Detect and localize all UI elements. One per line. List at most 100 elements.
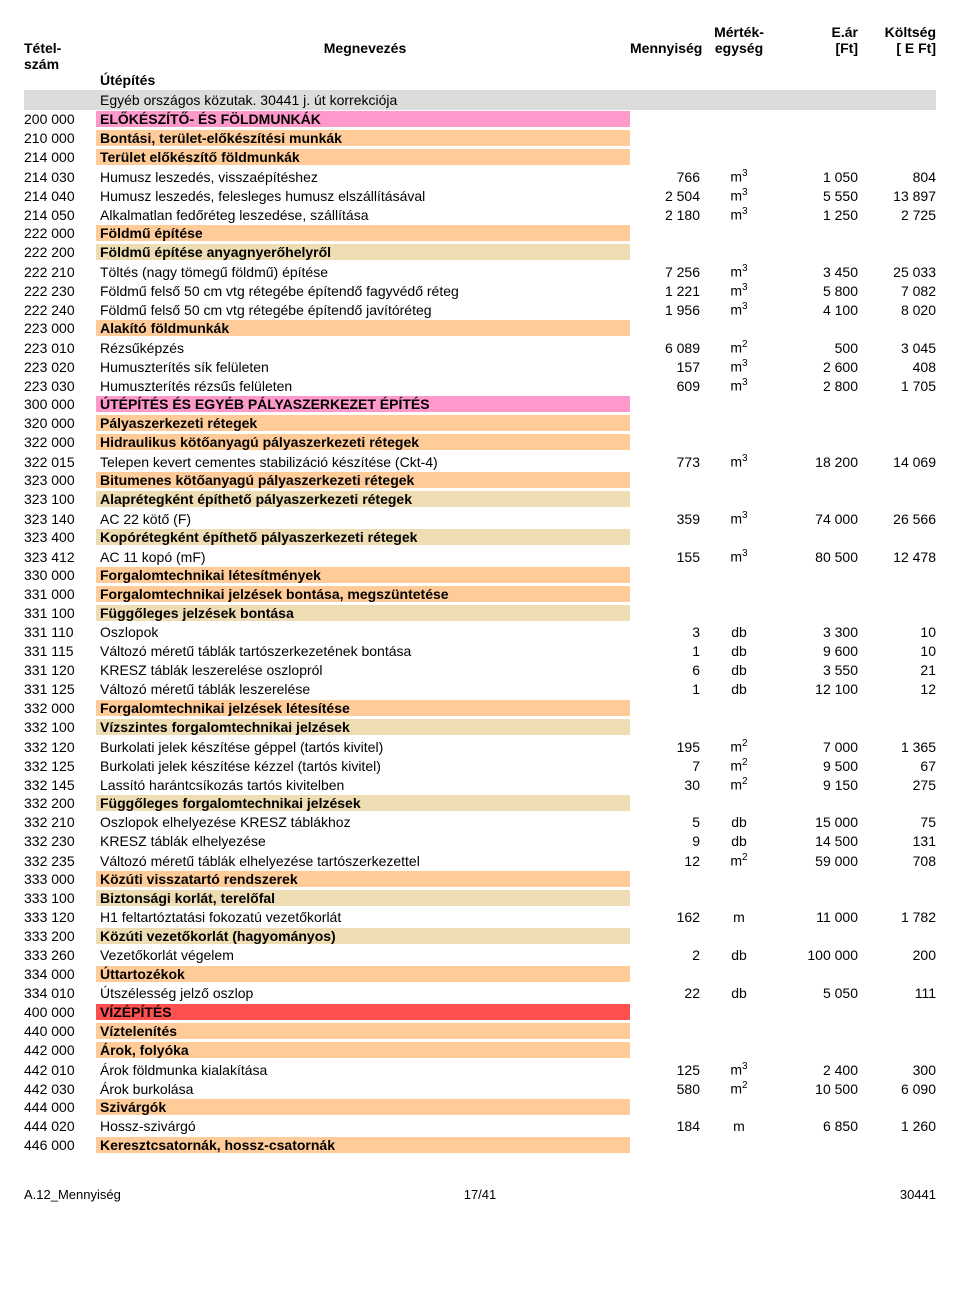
subtitle-text: Egyéb országos közutak. 30441 j. út korr… xyxy=(100,92,397,108)
cell-price: 5 050 xyxy=(778,985,858,1001)
cell-cost: 13 897 xyxy=(858,188,936,204)
cell-name: Oszlopok elhelyezése KRESZ táblákhoz xyxy=(96,814,630,830)
cell-cost: 275 xyxy=(858,777,936,793)
cell-qty: 12 xyxy=(630,853,700,869)
cell-name: Burkolati jelek készítése kézzel (tartós… xyxy=(96,758,630,774)
cell-qty: 1 221 xyxy=(630,283,700,299)
table-body: 200 000ELŐKÉSZÍTŐ- ÉS FÖLDMUNKÁK210 000B… xyxy=(24,110,936,1155)
cell-num: 332 230 xyxy=(24,833,96,849)
table-header-row-2: Tétel-szám Megnevezés Mennyiség egység [… xyxy=(24,40,936,72)
cell-num: 442 010 xyxy=(24,1062,96,1078)
cell-num: 446 000 xyxy=(24,1137,96,1153)
table-row: 333 100Biztonsági korlát, terelőfal xyxy=(24,889,936,908)
cell-price: 14 500 xyxy=(778,833,858,849)
cell-name: Rézsűképzés xyxy=(96,340,630,356)
cell-cost: 200 xyxy=(858,947,936,963)
cell-name: ÚTÉPÍTÉS ÉS EGYÉB PÁLYASZERKEZET ÉPÍTÉS xyxy=(96,396,630,412)
cell-qty: 195 xyxy=(630,739,700,755)
cell-qty: 609 xyxy=(630,378,700,394)
cell-qty: 7 256 xyxy=(630,264,700,280)
cell-num: 400 000 xyxy=(24,1004,96,1020)
cell-cost: 1 782 xyxy=(858,909,936,925)
cell-unit: db xyxy=(700,985,778,1001)
cell-num: 331 115 xyxy=(24,643,96,659)
cell-cost: 408 xyxy=(858,359,936,375)
cell-name: Alakító földmunkák xyxy=(96,320,630,336)
cell-price: 2 400 xyxy=(778,1062,858,1078)
category-row: Útépítés xyxy=(24,72,936,88)
cell-cost: 8 020 xyxy=(858,302,936,318)
cell-name: Változó méretű táblák elhelyezése tartós… xyxy=(96,853,630,869)
table-row: 334 010Útszélesség jelző oszlop22db5 050… xyxy=(24,984,936,1003)
cell-num: 323 400 xyxy=(24,529,96,545)
cell-num: 331 120 xyxy=(24,662,96,678)
table-row: 331 125Változó méretű táblák leszerelése… xyxy=(24,680,936,699)
cell-num: 331 125 xyxy=(24,681,96,697)
cell-cost: 7 082 xyxy=(858,283,936,299)
cell-unit: m3 xyxy=(700,548,778,565)
cell-qty: 359 xyxy=(630,511,700,527)
cell-num: 333 100 xyxy=(24,890,96,906)
cell-name: Keresztcsatornák, hossz-csatornák xyxy=(96,1137,630,1153)
table-row: 332 200Függőleges forgalomtechnikai jelz… xyxy=(24,794,936,813)
cell-name: Alaprétegként építhető pályaszerkezeti r… xyxy=(96,491,630,507)
cell-unit: m3 xyxy=(700,358,778,375)
head-kolts1: Költség xyxy=(885,24,936,40)
cell-price: 1 250 xyxy=(778,207,858,223)
cell-cost: 12 xyxy=(858,681,936,697)
table-row: 332 125Burkolati jelek készítése kézzel … xyxy=(24,756,936,775)
table-row: 442 010Árok földmunka kialakítása125m32 … xyxy=(24,1060,936,1079)
cell-num: 323 140 xyxy=(24,511,96,527)
cell-unit: m2 xyxy=(700,852,778,869)
cell-num: 332 235 xyxy=(24,853,96,869)
cell-num: 334 000 xyxy=(24,966,96,982)
cell-num: 223 010 xyxy=(24,340,96,356)
table-row: 334 000Úttartozékok xyxy=(24,965,936,984)
table-row: 331 120KRESZ táblák leszerelése oszlopró… xyxy=(24,661,936,680)
cell-price: 9 500 xyxy=(778,758,858,774)
cell-unit: db xyxy=(700,662,778,678)
table-row: 333 260Vezetőkorlát végelem2db100 000200 xyxy=(24,946,936,965)
cell-num: 442 030 xyxy=(24,1081,96,1097)
cell-num: 334 010 xyxy=(24,985,96,1001)
cell-name: Humuszterítés rézsűs felületen xyxy=(96,378,630,394)
cell-name: Vízszintes forgalomtechnikai jelzések xyxy=(96,719,630,735)
cell-name: ELŐKÉSZÍTŐ- ÉS FÖLDMUNKÁK xyxy=(96,111,630,127)
cell-price: 2 600 xyxy=(778,359,858,375)
table-row: 210 000Bontási, terület-előkészítési mun… xyxy=(24,129,936,148)
cell-name: Közúti visszatartó rendszerek xyxy=(96,871,630,887)
cell-name: Biztonsági korlát, terelőfal xyxy=(96,890,630,906)
table-row: 442 030Árok burkolása580m210 5006 090 xyxy=(24,1079,936,1098)
cell-num: 222 200 xyxy=(24,244,96,260)
table-row: 222 240Földmű felső 50 cm vtg rétegébe é… xyxy=(24,300,936,319)
cell-qty: 157 xyxy=(630,359,700,375)
cell-name: Töltés (nagy tömegű földmű) építése xyxy=(96,264,630,280)
table-row: 223 030Humuszterítés rézsűs felületen609… xyxy=(24,376,936,395)
table-row: 330 000Forgalomtechnikai létesítmények xyxy=(24,566,936,585)
cell-qty: 9 xyxy=(630,833,700,849)
cell-name: H1 feltartóztatási fokozatú vezetőkorlát xyxy=(96,909,630,925)
table-row: 222 200Földmű építése anyagnyerőhelyről xyxy=(24,243,936,262)
cell-price: 1 050 xyxy=(778,169,858,185)
table-row: 333 120H1 feltartóztatási fokozatú vezet… xyxy=(24,908,936,927)
cell-name: Kopórétegként építhető pályaszerkezeti r… xyxy=(96,529,630,545)
table-row: 442 000Árok, folyóka xyxy=(24,1041,936,1060)
footer-mid: 17/41 xyxy=(328,1187,632,1202)
cell-num: 332 200 xyxy=(24,795,96,811)
table-row: 332 100Vízszintes forgalomtechnikai jelz… xyxy=(24,718,936,737)
table-row: 331 100Függőleges jelzések bontása xyxy=(24,604,936,623)
cell-name: Függőleges forgalomtechnikai jelzések xyxy=(96,795,630,811)
category-utepites: Útépítés xyxy=(96,72,936,88)
cell-name: Bitumenes kötőanyagú pályaszerkezeti rét… xyxy=(96,472,630,488)
table-row: 332 145Lassító harántcsíkozás tartós kiv… xyxy=(24,775,936,794)
cell-unit: m3 xyxy=(700,377,778,394)
cell-qty: 1 xyxy=(630,681,700,697)
cell-cost: 300 xyxy=(858,1062,936,1078)
cell-unit: m2 xyxy=(700,738,778,755)
table-row: 214 050Alkalmatlan fedőréteg leszedése, … xyxy=(24,205,936,224)
cell-unit: m2 xyxy=(700,1080,778,1097)
cell-num: 210 000 xyxy=(24,130,96,146)
cell-qty: 766 xyxy=(630,169,700,185)
cell-num: 333 120 xyxy=(24,909,96,925)
cell-cost: 1 705 xyxy=(858,378,936,394)
